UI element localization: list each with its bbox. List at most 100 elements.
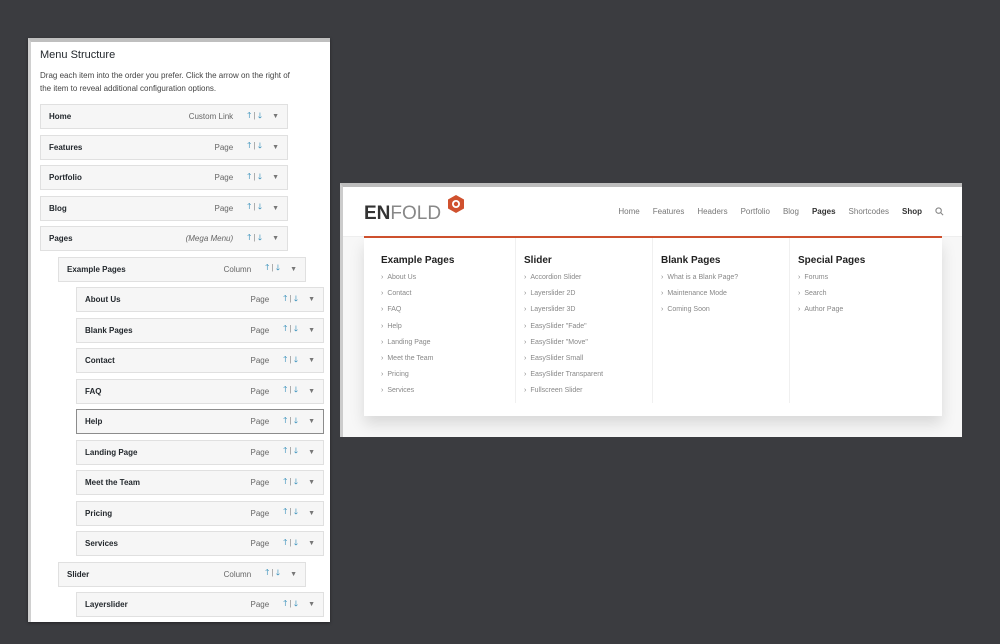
menu-item[interactable]: Pricing Page 🡑 | 🡓 ▼: [76, 500, 324, 526]
nav-item-shortcodes[interactable]: Shortcodes: [848, 207, 889, 216]
move-up-icon[interactable]: 🡑: [247, 202, 252, 211]
expand-toggle-icon[interactable]: ▼: [272, 174, 279, 181]
nav-item-shop[interactable]: Shop: [902, 207, 922, 216]
mega-menu-link[interactable]: Layerslider 3D: [524, 306, 603, 322]
menu-item[interactable]: Landing Page Page 🡑 | 🡓 ▼: [76, 439, 324, 465]
expand-toggle-icon[interactable]: ▼: [308, 509, 315, 517]
move-down-icon[interactable]: 🡓: [293, 385, 299, 394]
menu-item[interactable]: Example Pages Column 🡑 | 🡓 ▼: [58, 256, 306, 282]
expand-toggle-icon[interactable]: ▼: [308, 357, 315, 364]
move-up-icon[interactable]: 🡑: [247, 232, 252, 242]
menu-item[interactable]: Portfolio Page 🡑 | 🡓 ▼: [40, 165, 288, 190]
menu-item[interactable]: Help Page 🡑 | 🡓 ▼: [76, 409, 324, 434]
menu-item[interactable]: About Us Page 🡑 | 🡓 ▼: [76, 287, 324, 312]
expand-toggle-icon[interactable]: ▼: [290, 265, 297, 273]
move-up-icon[interactable]: 🡑: [283, 324, 288, 333]
mega-menu-link[interactable]: Search: [798, 290, 843, 306]
move-down-icon[interactable]: 🡓: [257, 202, 263, 211]
move-up-icon[interactable]: 🡑: [283, 476, 288, 486]
mega-menu-link[interactable]: Help: [381, 323, 434, 339]
expand-toggle-icon[interactable]: ▼: [272, 143, 279, 151]
nav-item-pages[interactable]: Pages: [811, 207, 836, 216]
expand-toggle-icon[interactable]: ▼: [308, 418, 315, 425]
mega-menu-link[interactable]: Accordion Slider: [524, 274, 603, 290]
mega-menu-link[interactable]: EasySlider Transparent: [524, 371, 603, 387]
mega-menu-link[interactable]: Contact: [381, 290, 434, 306]
menu-item[interactable]: Features Page 🡑 | 🡓 ▼: [40, 134, 288, 160]
nav-item-portfolio[interactable]: Portfolio: [740, 207, 770, 216]
nav-item-features[interactable]: Features: [652, 207, 685, 216]
move-up-icon[interactable]: 🡑: [265, 568, 270, 577]
move-up-icon[interactable]: 🡑: [283, 507, 288, 516]
mega-menu-link[interactable]: What is a Blank Page?: [661, 274, 738, 290]
move-down-icon[interactable]: 🡓: [257, 110, 263, 120]
mega-menu-link[interactable]: EasySlider "Fade": [524, 323, 603, 339]
move-up-icon[interactable]: 🡑: [283, 537, 288, 547]
expand-toggle-icon[interactable]: ▼: [272, 204, 279, 212]
expand-toggle-icon[interactable]: ▼: [308, 296, 315, 303]
move-down-icon[interactable]: 🡓: [257, 232, 263, 242]
menu-item[interactable]: FAQ Page 🡑 | 🡓 ▼: [76, 378, 324, 404]
move-up-icon[interactable]: 🡑: [247, 141, 252, 150]
move-up-icon[interactable]: 🡑: [283, 415, 288, 425]
mega-menu-link[interactable]: EasySlider Small: [524, 355, 603, 371]
move-down-icon[interactable]: 🡓: [293, 446, 299, 455]
search-icon[interactable]: [935, 207, 944, 218]
move-down-icon[interactable]: 🡓: [293, 354, 299, 364]
move-up-icon[interactable]: 🡑: [247, 110, 252, 120]
mega-menu-link[interactable]: Maintenance Mode: [661, 290, 738, 306]
move-up-icon[interactable]: 🡑: [283, 598, 288, 608]
move-down-icon[interactable]: 🡓: [275, 263, 281, 272]
menu-item[interactable]: Contact Page 🡑 | 🡓 ▼: [76, 348, 324, 373]
nav-item-headers[interactable]: Headers: [697, 207, 728, 216]
logo[interactable]: ENFOLD: [364, 203, 442, 224]
expand-toggle-icon[interactable]: ▼: [308, 601, 315, 608]
menu-item[interactable]: Layerslider Page 🡑 | 🡓 ▼: [76, 592, 324, 617]
mega-menu-link[interactable]: EasySlider "Move": [524, 339, 603, 355]
expand-toggle-icon[interactable]: ▼: [308, 479, 315, 486]
mega-menu-link[interactable]: About Us: [381, 274, 434, 290]
expand-toggle-icon[interactable]: ▼: [272, 235, 279, 242]
move-up-icon[interactable]: 🡑: [283, 354, 288, 364]
move-down-icon[interactable]: 🡓: [293, 598, 299, 608]
menu-item[interactable]: Pages (Mega Menu) 🡑 | 🡓 ▼: [40, 226, 288, 251]
mega-menu-link[interactable]: Pricing: [381, 371, 434, 387]
mega-menu-link[interactable]: Fullscreen Slider: [524, 387, 603, 403]
move-up-icon[interactable]: 🡑: [247, 171, 252, 181]
expand-toggle-icon[interactable]: ▼: [308, 540, 315, 547]
move-down-icon[interactable]: 🡓: [293, 293, 299, 303]
menu-item[interactable]: Meet the Team Page 🡑 | 🡓 ▼: [76, 470, 324, 495]
move-down-icon[interactable]: 🡓: [293, 415, 299, 425]
move-down-icon[interactable]: 🡓: [293, 537, 299, 547]
move-down-icon[interactable]: 🡓: [293, 507, 299, 516]
expand-toggle-icon[interactable]: ▼: [290, 570, 297, 578]
menu-item[interactable]: Blank Pages Page 🡑 | 🡓 ▼: [76, 317, 324, 343]
move-up-icon[interactable]: 🡑: [265, 263, 270, 272]
expand-toggle-icon[interactable]: ▼: [308, 326, 315, 334]
move-down-icon[interactable]: 🡓: [257, 171, 263, 181]
move-down-icon[interactable]: 🡓: [293, 476, 299, 486]
mega-menu-link[interactable]: Landing Page: [381, 339, 434, 355]
move-down-icon[interactable]: 🡓: [275, 568, 281, 577]
menu-item[interactable]: Services Page 🡑 | 🡓 ▼: [76, 531, 324, 556]
nav-item-home[interactable]: Home: [618, 207, 640, 216]
expand-toggle-icon[interactable]: ▼: [308, 448, 315, 456]
move-down-icon[interactable]: 🡓: [257, 141, 263, 150]
mega-menu-link[interactable]: Services: [381, 387, 434, 403]
menu-item[interactable]: Blog Page 🡑 | 🡓 ▼: [40, 195, 288, 221]
move-up-icon[interactable]: 🡑: [283, 293, 288, 303]
move-down-icon[interactable]: 🡓: [293, 324, 299, 333]
mega-menu-link[interactable]: Coming Soon: [661, 306, 738, 322]
mega-menu-link[interactable]: Author Page: [798, 306, 843, 322]
mega-menu-link[interactable]: Meet the Team: [381, 355, 433, 371]
move-up-icon[interactable]: 🡑: [283, 446, 288, 455]
menu-item[interactable]: Home Custom Link 🡑 | 🡓 ▼: [40, 104, 288, 129]
mega-menu-link[interactable]: Layerslider 2D: [524, 290, 603, 306]
move-up-icon[interactable]: 🡑: [283, 385, 288, 394]
menu-item[interactable]: Slider Column 🡑 | 🡓 ▼: [58, 561, 306, 587]
expand-toggle-icon[interactable]: ▼: [308, 387, 315, 395]
mega-menu-link[interactable]: Forums: [798, 274, 843, 290]
nav-item-blog[interactable]: Blog: [782, 207, 799, 216]
expand-toggle-icon[interactable]: ▼: [272, 113, 279, 120]
mega-menu-link[interactable]: FAQ: [381, 306, 434, 322]
